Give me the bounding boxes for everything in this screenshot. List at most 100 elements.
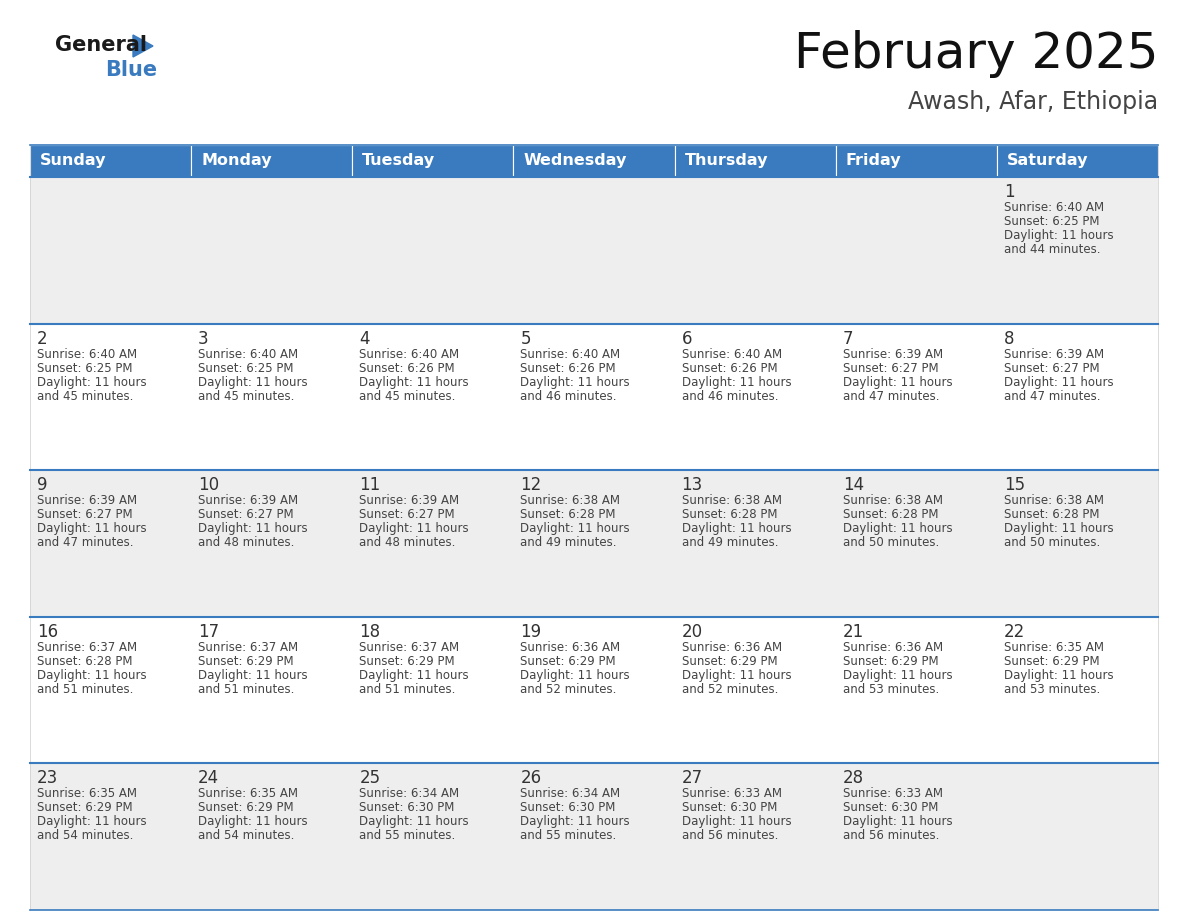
Text: and 54 minutes.: and 54 minutes. — [37, 829, 133, 843]
Text: Daylight: 11 hours: Daylight: 11 hours — [1004, 522, 1113, 535]
Text: 26: 26 — [520, 769, 542, 788]
Text: and 47 minutes.: and 47 minutes. — [37, 536, 133, 549]
Text: Sunrise: 6:37 AM: Sunrise: 6:37 AM — [198, 641, 298, 654]
Text: 6: 6 — [682, 330, 693, 348]
Text: 7: 7 — [842, 330, 853, 348]
Text: Sunrise: 6:34 AM: Sunrise: 6:34 AM — [359, 788, 460, 800]
Text: Sunset: 6:29 PM: Sunset: 6:29 PM — [37, 801, 133, 814]
Bar — [513, 145, 675, 177]
Text: and 45 minutes.: and 45 minutes. — [359, 389, 456, 403]
Text: Sunrise: 6:34 AM: Sunrise: 6:34 AM — [520, 788, 620, 800]
Text: Sunrise: 6:37 AM: Sunrise: 6:37 AM — [37, 641, 137, 654]
Text: Awash, Afar, Ethiopia: Awash, Afar, Ethiopia — [908, 90, 1158, 114]
Text: 25: 25 — [359, 769, 380, 788]
Text: Sunset: 6:27 PM: Sunset: 6:27 PM — [37, 509, 133, 521]
Text: Sunset: 6:30 PM: Sunset: 6:30 PM — [359, 801, 455, 814]
Text: and 49 minutes.: and 49 minutes. — [520, 536, 617, 549]
Bar — [191, 145, 353, 177]
Text: Sunset: 6:28 PM: Sunset: 6:28 PM — [1004, 509, 1099, 521]
Text: and 53 minutes.: and 53 minutes. — [842, 683, 939, 696]
Text: 5: 5 — [520, 330, 531, 348]
Text: Sunset: 6:29 PM: Sunset: 6:29 PM — [198, 801, 293, 814]
Text: 8: 8 — [1004, 330, 1015, 348]
Bar — [30, 470, 1158, 617]
Text: Sunrise: 6:40 AM: Sunrise: 6:40 AM — [520, 348, 620, 361]
Text: Daylight: 11 hours: Daylight: 11 hours — [682, 815, 791, 828]
Text: Sunset: 6:25 PM: Sunset: 6:25 PM — [37, 362, 133, 375]
Text: Sunrise: 6:36 AM: Sunrise: 6:36 AM — [842, 641, 943, 654]
Text: Thursday: Thursday — [684, 153, 769, 169]
Text: Sunset: 6:28 PM: Sunset: 6:28 PM — [520, 509, 615, 521]
Text: Sunrise: 6:36 AM: Sunrise: 6:36 AM — [520, 641, 620, 654]
Text: Sunrise: 6:39 AM: Sunrise: 6:39 AM — [1004, 348, 1104, 361]
Text: Daylight: 11 hours: Daylight: 11 hours — [1004, 375, 1113, 388]
Text: and 49 minutes.: and 49 minutes. — [682, 536, 778, 549]
Text: Sunset: 6:26 PM: Sunset: 6:26 PM — [359, 362, 455, 375]
Text: February 2025: February 2025 — [794, 30, 1158, 78]
Text: 23: 23 — [37, 769, 58, 788]
Bar — [30, 324, 1158, 470]
Text: 18: 18 — [359, 622, 380, 641]
Text: and 48 minutes.: and 48 minutes. — [198, 536, 295, 549]
Text: Sunset: 6:30 PM: Sunset: 6:30 PM — [520, 801, 615, 814]
Text: 21: 21 — [842, 622, 864, 641]
Text: and 55 minutes.: and 55 minutes. — [359, 829, 455, 843]
Text: and 53 minutes.: and 53 minutes. — [1004, 683, 1100, 696]
Text: Daylight: 11 hours: Daylight: 11 hours — [37, 669, 146, 682]
Text: Sunset: 6:28 PM: Sunset: 6:28 PM — [682, 509, 777, 521]
Text: Daylight: 11 hours: Daylight: 11 hours — [842, 815, 953, 828]
Text: Tuesday: Tuesday — [362, 153, 436, 169]
Text: General: General — [55, 35, 147, 55]
Text: Sunset: 6:29 PM: Sunset: 6:29 PM — [1004, 655, 1099, 667]
Text: Sunset: 6:29 PM: Sunset: 6:29 PM — [842, 655, 939, 667]
Text: Sunset: 6:29 PM: Sunset: 6:29 PM — [520, 655, 617, 667]
Text: Sunrise: 6:33 AM: Sunrise: 6:33 AM — [842, 788, 943, 800]
Text: Monday: Monday — [201, 153, 272, 169]
Text: and 52 minutes.: and 52 minutes. — [682, 683, 778, 696]
Text: and 47 minutes.: and 47 minutes. — [1004, 389, 1100, 403]
Text: Sunset: 6:30 PM: Sunset: 6:30 PM — [842, 801, 939, 814]
Text: Daylight: 11 hours: Daylight: 11 hours — [359, 375, 469, 388]
Text: Sunset: 6:25 PM: Sunset: 6:25 PM — [198, 362, 293, 375]
Text: Daylight: 11 hours: Daylight: 11 hours — [682, 522, 791, 535]
Text: Daylight: 11 hours: Daylight: 11 hours — [37, 815, 146, 828]
Text: 17: 17 — [198, 622, 220, 641]
Text: Sunrise: 6:35 AM: Sunrise: 6:35 AM — [1004, 641, 1104, 654]
Text: Daylight: 11 hours: Daylight: 11 hours — [520, 375, 630, 388]
Text: 14: 14 — [842, 476, 864, 494]
Text: Daylight: 11 hours: Daylight: 11 hours — [682, 375, 791, 388]
Text: Sunrise: 6:39 AM: Sunrise: 6:39 AM — [198, 494, 298, 508]
Text: Sunset: 6:27 PM: Sunset: 6:27 PM — [842, 362, 939, 375]
Text: and 52 minutes.: and 52 minutes. — [520, 683, 617, 696]
Text: 11: 11 — [359, 476, 380, 494]
Text: Daylight: 11 hours: Daylight: 11 hours — [520, 815, 630, 828]
Text: Daylight: 11 hours: Daylight: 11 hours — [359, 522, 469, 535]
Text: Sunrise: 6:40 AM: Sunrise: 6:40 AM — [359, 348, 460, 361]
Text: Sunrise: 6:33 AM: Sunrise: 6:33 AM — [682, 788, 782, 800]
Text: 1: 1 — [1004, 183, 1015, 201]
Text: Sunset: 6:27 PM: Sunset: 6:27 PM — [198, 509, 293, 521]
Text: 16: 16 — [37, 622, 58, 641]
Text: Sunrise: 6:38 AM: Sunrise: 6:38 AM — [520, 494, 620, 508]
Text: Sunrise: 6:37 AM: Sunrise: 6:37 AM — [359, 641, 460, 654]
Text: Daylight: 11 hours: Daylight: 11 hours — [682, 669, 791, 682]
Text: 4: 4 — [359, 330, 369, 348]
Text: 10: 10 — [198, 476, 220, 494]
Text: and 45 minutes.: and 45 minutes. — [37, 389, 133, 403]
Text: Sunrise: 6:38 AM: Sunrise: 6:38 AM — [842, 494, 943, 508]
Text: Sunset: 6:29 PM: Sunset: 6:29 PM — [682, 655, 777, 667]
Text: Daylight: 11 hours: Daylight: 11 hours — [198, 669, 308, 682]
Text: and 51 minutes.: and 51 minutes. — [37, 683, 133, 696]
Text: and 50 minutes.: and 50 minutes. — [842, 536, 939, 549]
Bar — [30, 145, 191, 177]
Text: 22: 22 — [1004, 622, 1025, 641]
Text: 20: 20 — [682, 622, 702, 641]
Text: Daylight: 11 hours: Daylight: 11 hours — [198, 375, 308, 388]
Text: Sunset: 6:25 PM: Sunset: 6:25 PM — [1004, 215, 1099, 228]
Text: Sunset: 6:28 PM: Sunset: 6:28 PM — [842, 509, 939, 521]
Text: Daylight: 11 hours: Daylight: 11 hours — [1004, 229, 1113, 242]
Text: Sunrise: 6:35 AM: Sunrise: 6:35 AM — [198, 788, 298, 800]
Text: 24: 24 — [198, 769, 220, 788]
Bar — [30, 177, 1158, 324]
Text: Sunset: 6:27 PM: Sunset: 6:27 PM — [359, 509, 455, 521]
